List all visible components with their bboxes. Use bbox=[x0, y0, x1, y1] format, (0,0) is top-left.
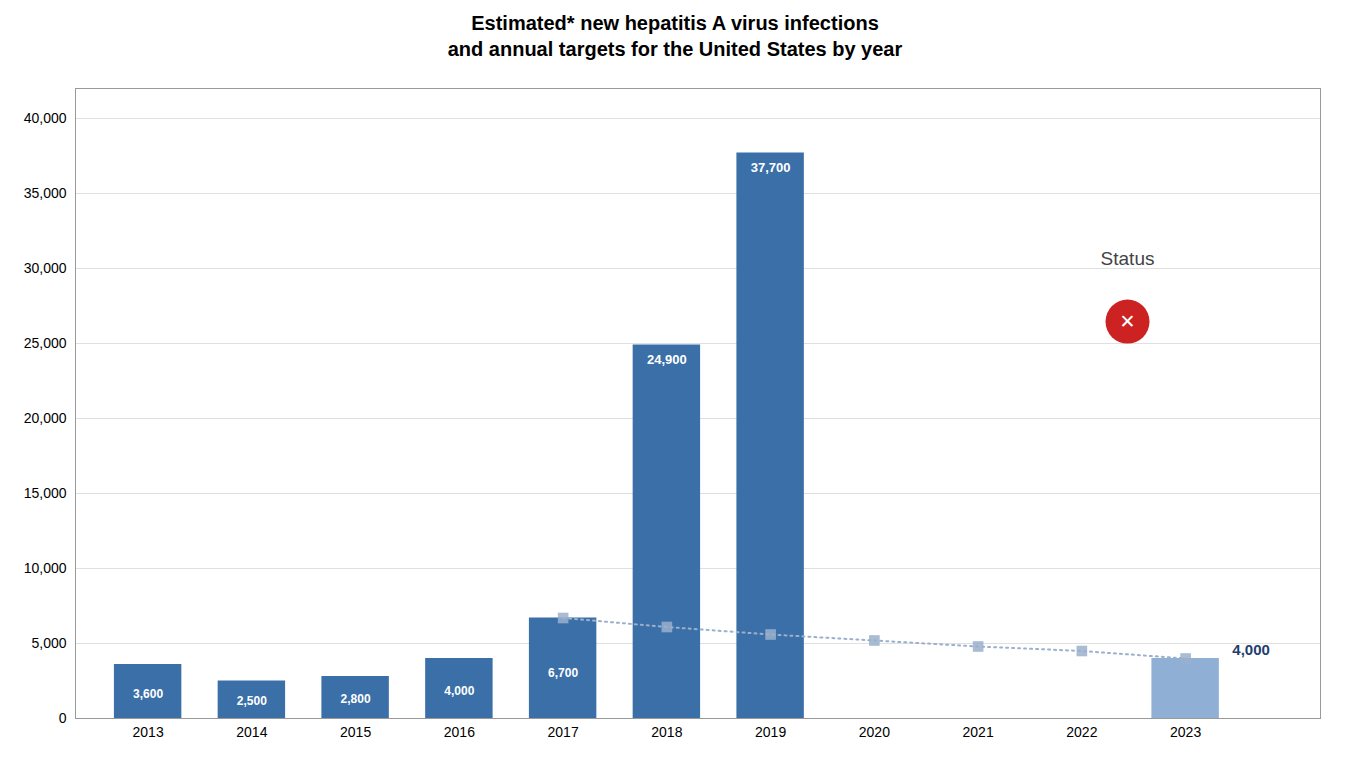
svg-text:24,900: 24,900 bbox=[647, 352, 687, 367]
svg-text:2,800: 2,800 bbox=[341, 692, 371, 706]
svg-text:15,000: 15,000 bbox=[24, 485, 67, 501]
svg-text:40,000: 40,000 bbox=[24, 110, 67, 126]
svg-text:2014: 2014 bbox=[236, 724, 267, 740]
svg-text:2019: 2019 bbox=[755, 724, 786, 740]
svg-text:2022: 2022 bbox=[1066, 724, 1097, 740]
svg-text:2015: 2015 bbox=[340, 724, 371, 740]
svg-text:37,700: 37,700 bbox=[751, 160, 791, 175]
svg-text:4,000: 4,000 bbox=[444, 684, 474, 698]
svg-text:2016: 2016 bbox=[444, 724, 475, 740]
svg-text:3,600: 3,600 bbox=[133, 687, 163, 701]
svg-text:✕: ✕ bbox=[1120, 311, 1136, 332]
svg-text:2,500: 2,500 bbox=[237, 694, 267, 708]
svg-text:2023: 2023 bbox=[1170, 724, 1201, 740]
svg-text:6,700: 6,700 bbox=[548, 666, 578, 680]
svg-text:2018: 2018 bbox=[651, 724, 682, 740]
svg-text:20,000: 20,000 bbox=[24, 410, 67, 426]
svg-text:5,000: 5,000 bbox=[31, 635, 66, 651]
svg-text:0: 0 bbox=[59, 710, 67, 726]
svg-text:2017: 2017 bbox=[548, 724, 579, 740]
svg-text:25,000: 25,000 bbox=[24, 335, 67, 351]
svg-text:2013: 2013 bbox=[133, 724, 164, 740]
svg-text:4,000: 4,000 bbox=[1232, 641, 1270, 658]
svg-text:2020: 2020 bbox=[859, 724, 890, 740]
svg-text:2021: 2021 bbox=[963, 724, 994, 740]
svg-text:35,000: 35,000 bbox=[24, 185, 67, 201]
svg-text:10,000: 10,000 bbox=[24, 560, 67, 576]
svg-text:30,000: 30,000 bbox=[24, 260, 67, 276]
html-text:Estimated* new hepatitis A vir: Estimated* new hepatitis A virus infecti… bbox=[447, 12, 903, 60]
svg-text:Status: Status bbox=[1101, 248, 1155, 269]
